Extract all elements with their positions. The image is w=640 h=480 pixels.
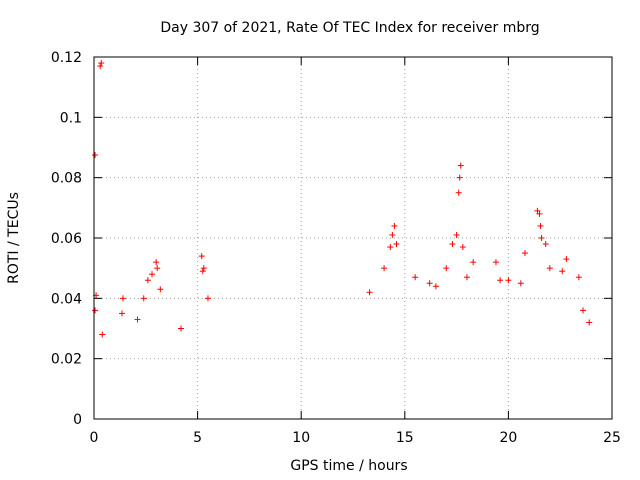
data-point xyxy=(521,250,528,257)
data-point xyxy=(200,265,207,272)
data-point xyxy=(157,286,164,293)
data-point xyxy=(497,277,504,284)
data-point xyxy=(134,316,141,323)
data-point xyxy=(517,280,524,287)
x-axis: 0 5 10 15 20 25 xyxy=(90,57,621,446)
data-point xyxy=(178,325,185,332)
data-point xyxy=(412,274,419,281)
data-point xyxy=(198,253,205,260)
data-point xyxy=(453,231,460,238)
grid xyxy=(94,57,612,419)
data-point xyxy=(92,152,99,159)
x-tick-label: 25 xyxy=(603,430,621,446)
data-point xyxy=(542,241,549,248)
y-tick-label: 0 xyxy=(73,412,82,428)
data-point xyxy=(463,274,470,281)
data-point xyxy=(92,307,99,314)
data-point xyxy=(505,277,512,284)
data-point xyxy=(144,277,151,284)
x-tick-label: 15 xyxy=(396,430,414,446)
data-point xyxy=(140,295,147,302)
data-point xyxy=(536,210,543,217)
data-point xyxy=(204,295,211,302)
chart-title: Day 307 of 2021, Rate Of TEC Index for r… xyxy=(160,20,539,36)
data-point xyxy=(470,259,477,266)
data-point xyxy=(575,274,582,281)
data-point xyxy=(99,331,106,338)
data-point xyxy=(459,244,466,251)
data-point xyxy=(492,259,499,266)
y-tick-label: 0.1 xyxy=(60,110,82,126)
data-point xyxy=(387,244,394,251)
data-point xyxy=(579,307,586,314)
y-tick-label: 0.04 xyxy=(51,291,82,307)
data-point xyxy=(546,265,553,272)
data-point xyxy=(563,256,570,263)
data-point xyxy=(455,189,462,196)
data-point xyxy=(559,268,566,275)
data-point xyxy=(393,241,400,248)
y-tick-label: 0.02 xyxy=(51,352,82,368)
data-point xyxy=(120,295,127,302)
data-point xyxy=(98,60,105,67)
y-tick-label: 0.06 xyxy=(51,231,82,247)
data-point xyxy=(154,265,161,272)
data-point xyxy=(457,162,464,169)
x-tick-label: 5 xyxy=(193,430,202,446)
y-axis: 0 0.02 0.04 0.06 0.08 0.1 0.12 xyxy=(51,50,612,428)
data-point xyxy=(381,265,388,272)
data-points xyxy=(92,60,593,338)
data-point xyxy=(97,63,104,70)
x-tick-label: 20 xyxy=(499,430,517,446)
data-point xyxy=(456,174,463,181)
data-point xyxy=(432,283,439,290)
y-tick-label: 0.08 xyxy=(51,171,82,187)
x-tick-label: 10 xyxy=(292,430,310,446)
data-point xyxy=(586,319,593,326)
x-axis-label: GPS time / hours xyxy=(290,458,407,474)
data-point xyxy=(391,222,398,229)
data-point xyxy=(426,280,433,287)
y-axis-label: ROTI / TECUs xyxy=(6,192,22,284)
data-point xyxy=(149,271,156,278)
data-point xyxy=(443,265,450,272)
data-point xyxy=(118,310,125,317)
data-point xyxy=(366,289,373,296)
data-point xyxy=(538,235,545,241)
x-tick-label: 0 xyxy=(90,430,99,446)
data-point xyxy=(389,231,396,238)
data-point xyxy=(153,259,160,266)
data-point xyxy=(534,207,541,214)
y-tick-label: 0.12 xyxy=(51,50,82,66)
data-point xyxy=(537,222,544,229)
data-point xyxy=(449,241,456,248)
data-point xyxy=(199,268,206,275)
